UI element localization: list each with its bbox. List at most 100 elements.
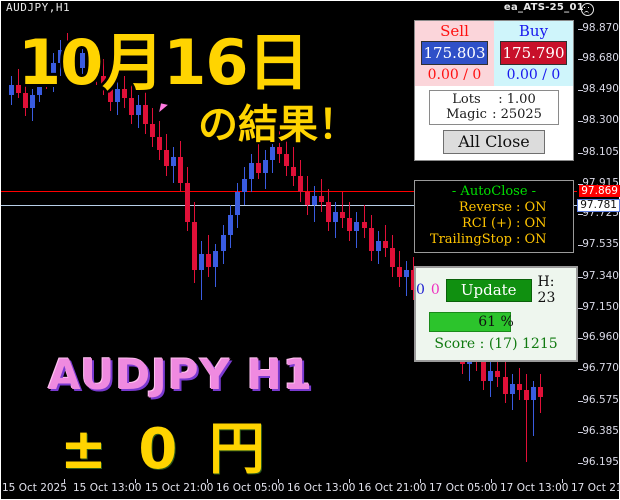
sell-header: Sell <box>440 22 469 40</box>
candle-body <box>221 234 226 251</box>
candle-body <box>178 156 183 183</box>
rci-value: : ON <box>516 216 547 231</box>
bid-price-label: 97.781 <box>577 199 620 212</box>
candle-body <box>235 192 240 216</box>
time-tick-label: 17 Oct 21:00 <box>571 482 620 494</box>
symbol-label: AUDJPY,H1 <box>6 1 71 14</box>
price-tick-mark <box>578 90 583 91</box>
trade-panel: Sell 175.803 0.00 / 0 Buy 175.790 0.00 /… <box>414 20 574 161</box>
candle-body <box>326 202 331 222</box>
candle-body <box>199 254 204 271</box>
price-tick-mark <box>578 401 583 402</box>
price-tick-label: 96.960 <box>582 331 619 343</box>
time-tick-label: 15 Oct 21:00 <box>145 482 214 494</box>
candle-body <box>122 88 127 99</box>
price-tick-mark <box>578 338 583 339</box>
candle-body <box>347 218 352 232</box>
lots-key: Lots <box>452 92 481 107</box>
reverse-key: Reverse <box>458 200 512 215</box>
time-tick-label: 17 Oct 05:00 <box>429 482 498 494</box>
price-tick-label: 98.105 <box>582 146 619 158</box>
candle-body <box>16 85 21 94</box>
magic-row: Magic: 25025 <box>430 107 558 122</box>
candle-body <box>72 57 77 68</box>
price-tick-mark <box>578 153 583 154</box>
time-tick-label: 16 Oct 05:00 <box>216 482 285 494</box>
trailingstop-value: : ON <box>516 232 547 247</box>
candle-body <box>510 383 515 394</box>
candle-body <box>376 241 381 251</box>
score-label: Score : (17) 1215 <box>434 336 558 352</box>
candle-body <box>538 387 543 397</box>
price-tick-label: 96.195 <box>582 456 619 468</box>
trailingstop-key: TrailingStop <box>429 232 512 247</box>
time-tick-mark <box>349 479 350 483</box>
candle-body <box>87 52 92 62</box>
candle-body <box>277 147 282 154</box>
price-tick-mark <box>578 277 583 278</box>
candle-body <box>101 75 106 86</box>
candle-wick <box>321 179 322 212</box>
candle-body <box>23 93 28 109</box>
candle-body <box>404 270 409 277</box>
candle-body <box>171 156 176 167</box>
ea-name-label: ea_ATS-25_01 <box>503 2 584 13</box>
autoclose-panel: - AutoClose - Reverse : ON RCI (+) : ON … <box>414 180 574 253</box>
buy-button[interactable]: 175.790 <box>500 41 567 65</box>
update-button[interactable]: Update <box>445 278 532 302</box>
rci-key: RCI (+) <box>461 216 512 231</box>
candle-body <box>9 85 14 96</box>
all-close-wrap: All Close <box>415 125 573 160</box>
time-tick-mark <box>278 479 279 483</box>
candle-body <box>37 72 42 96</box>
update-panel: 0 0 Update H: 23 61 % Score : (17) 1215 <box>414 266 578 362</box>
autoclose-row-trailingstop: TrailingStop : ON <box>415 232 573 248</box>
time-tick-mark <box>562 479 563 483</box>
price-tick-mark <box>578 59 583 60</box>
candle-body <box>108 85 113 102</box>
progress-bar: 61 % <box>429 312 563 332</box>
candle-body <box>157 137 162 151</box>
candle-body <box>354 221 359 232</box>
candle-body <box>185 182 190 222</box>
candle-wick <box>342 192 343 229</box>
candle-body <box>333 211 338 222</box>
time-tick-label: 15 Oct 13:00 <box>73 482 142 494</box>
sell-button[interactable]: 175.803 <box>421 41 488 65</box>
price-axis[interactable]: 98.870 98.680 98.490 98.300 98.105 97.915 97.7… <box>577 0 620 478</box>
sad-face-icon <box>581 3 594 16</box>
price-tick-label: 98.680 <box>582 52 619 64</box>
candle-body <box>263 160 268 173</box>
candle-wick <box>279 127 280 164</box>
counter-b: 0 <box>430 282 440 298</box>
time-tick-mark <box>491 479 492 483</box>
candle-body <box>369 228 374 251</box>
candle-body <box>136 104 141 115</box>
price-tick-mark <box>578 121 583 122</box>
candle-wick <box>497 354 498 388</box>
chart-plot-area[interactable] <box>1 14 577 478</box>
last-price-label: 97.869 <box>579 185 620 197</box>
candle-body <box>30 95 35 109</box>
candle-body <box>143 104 148 125</box>
candle-body <box>51 62 56 81</box>
price-tick-label: 97.340 <box>582 270 619 282</box>
time-tick-label: 16 Oct 21:00 <box>358 482 427 494</box>
candle-wick <box>526 374 527 462</box>
candle-body <box>256 163 261 173</box>
candle-body <box>206 254 211 268</box>
counter-a: 0 <box>416 282 425 298</box>
time-axis[interactable]: 15 Oct 2025 15 Oct 13:00 15 Oct 21:00 16 Oc… <box>0 479 620 499</box>
candle-body <box>495 370 500 378</box>
candle-body <box>503 377 508 394</box>
sell-buy-row: Sell 175.803 0.00 / 0 Buy 175.790 0.00 /… <box>415 21 573 86</box>
progress-bar-fill <box>429 312 511 332</box>
price-tick-label: 96.575 <box>582 394 619 406</box>
time-tick-label: 17 Oct 13:00 <box>500 482 569 494</box>
candle-body <box>390 247 395 268</box>
candle-body <box>397 267 402 277</box>
candle-body <box>228 215 233 235</box>
candle-body <box>115 88 120 102</box>
all-close-button[interactable]: All Close <box>443 130 545 154</box>
candle-body <box>242 179 247 193</box>
